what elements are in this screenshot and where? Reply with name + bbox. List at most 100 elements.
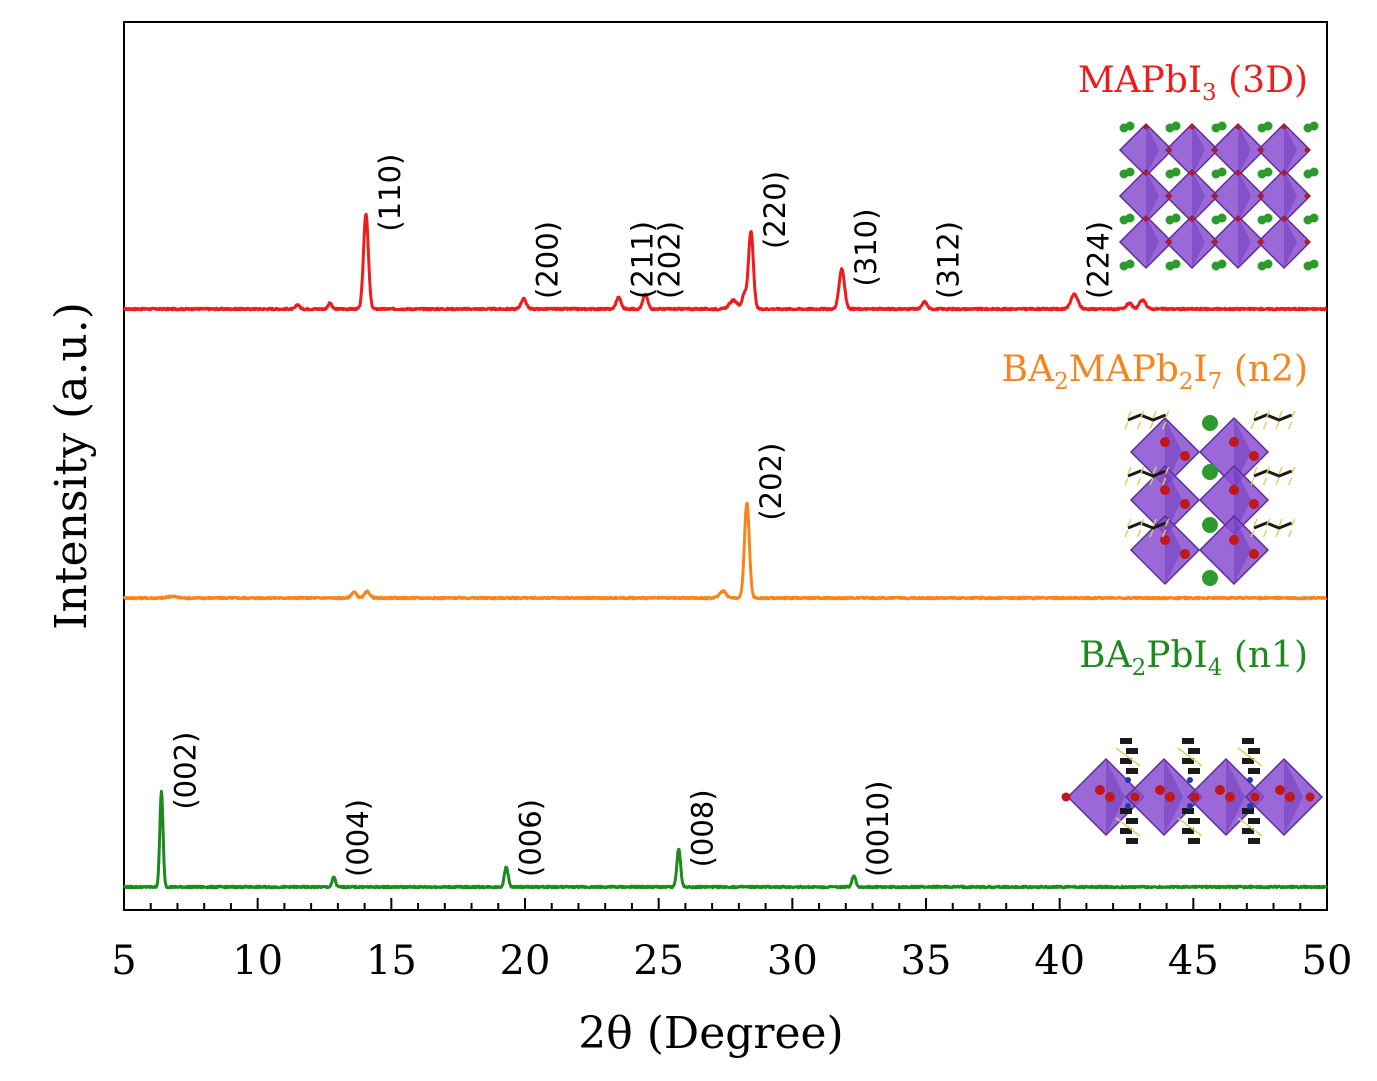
hydrogen-bond	[1177, 817, 1203, 837]
peak-label: (211)	[626, 221, 660, 299]
hydrogen-bond	[1250, 421, 1255, 430]
cation-atom	[1171, 259, 1181, 269]
hydrogen-bond	[1161, 529, 1167, 538]
organic-chain	[1248, 748, 1260, 754]
hydrogen-bond	[1262, 477, 1268, 486]
peak-label: (002)	[168, 732, 202, 810]
halide-atom	[1166, 147, 1172, 153]
hydrogen-bond	[1253, 518, 1258, 527]
organic-chain	[1120, 758, 1132, 764]
peak-label: (200)	[531, 221, 565, 299]
octahedron-shade	[1192, 124, 1205, 176]
hydrogen-bond	[1253, 410, 1258, 419]
cation-atom	[1125, 259, 1135, 269]
cation-atom	[1309, 213, 1319, 223]
hydrogen-bond	[1250, 477, 1255, 486]
organic-chain	[1188, 818, 1200, 824]
x-tick-label: 5	[111, 938, 136, 984]
hydrogen-bond	[1149, 477, 1154, 486]
organic-chain	[1242, 808, 1254, 814]
octahedron-shade	[1192, 170, 1205, 222]
halide-atom	[1258, 239, 1264, 245]
hydrogen-bond	[1136, 421, 1142, 430]
nitrogen-atom	[1125, 803, 1131, 809]
halide-atom	[1258, 193, 1264, 199]
cation-atom	[1217, 121, 1227, 131]
halide-atom	[1166, 193, 1172, 199]
hydrogen-bond	[1136, 477, 1142, 486]
halide-atom	[1304, 193, 1310, 199]
hydrogen-bond	[1287, 477, 1293, 486]
halide-atom	[1143, 216, 1149, 222]
hydrogen-bond	[1275, 529, 1280, 538]
label-subscript: 2	[1054, 369, 1069, 395]
halide-atom	[1235, 170, 1241, 176]
label-subscript: 4	[1208, 655, 1223, 681]
traces	[122, 212, 1328, 890]
x-axis: 5 10 15 20 25 30 35 40 45 50	[111, 898, 1352, 984]
octahedron-shade	[1226, 759, 1245, 835]
hydrogen-bond	[1115, 817, 1141, 837]
organic-chain	[1120, 738, 1132, 744]
peak-label: (004)	[341, 799, 375, 877]
halide-atom	[1180, 499, 1190, 509]
series-label: MAPbI3 (3D)	[1078, 60, 1308, 106]
halide-atom	[1165, 792, 1175, 802]
organic-chain	[1182, 758, 1194, 764]
hydrogen-bond	[1278, 410, 1283, 419]
peak-label: (006)	[513, 799, 547, 877]
halide-atom	[1304, 239, 1310, 245]
cation-atom	[1263, 167, 1273, 177]
series-label: BA2PbI4 (n1)	[1079, 635, 1308, 681]
halide-atom	[1130, 792, 1140, 802]
organic-chain	[1188, 748, 1200, 754]
halide-atom	[1180, 451, 1190, 461]
cation-atom	[1217, 167, 1227, 177]
octahedron-shade	[1234, 516, 1251, 584]
hydrogen-bond	[1177, 747, 1203, 767]
halide-atom	[1212, 147, 1218, 153]
x-tick-label: 15	[366, 938, 417, 984]
halide-atom	[1235, 124, 1241, 130]
label-text: MAPbI	[1078, 60, 1202, 101]
halide-atom	[1225, 792, 1235, 802]
octahedron	[1164, 214, 1220, 270]
halide-atom	[1190, 792, 1200, 802]
halide-atom	[1189, 216, 1195, 222]
cation-atom	[1263, 121, 1273, 131]
peak-annotations: (110)(200) (211)(202)(220) (310) (312) (224)…	[168, 154, 1115, 877]
octahedron-shade	[1238, 124, 1251, 176]
peak-label: (224)	[1081, 221, 1115, 299]
cation-atom	[1202, 517, 1218, 533]
octahedron-shade	[1165, 466, 1182, 534]
octahedron-shade	[1165, 418, 1182, 486]
peak-label: (202)	[652, 221, 686, 299]
series-line	[122, 789, 1328, 890]
cation-atom	[1309, 259, 1319, 269]
halide-atom	[1281, 124, 1287, 130]
hydrogen-bond	[1152, 466, 1157, 475]
label-text: MAPb	[1069, 349, 1179, 390]
hydrogen-bond	[1152, 410, 1157, 419]
organic-chain	[1242, 828, 1254, 834]
hydrogen-bond	[1139, 466, 1145, 475]
halide-atom	[1281, 170, 1287, 176]
label-text: PbI	[1146, 635, 1208, 676]
octahedron-shade	[1146, 170, 1159, 222]
halide-atom	[1160, 535, 1170, 545]
halide-atom	[1160, 437, 1170, 447]
organic-chain	[1126, 748, 1138, 754]
cation-atom	[1171, 167, 1181, 177]
octahedron-shade	[1165, 516, 1182, 584]
hydrogen-bond	[1161, 477, 1167, 486]
octahedron-shade	[1284, 216, 1297, 268]
organic-chain	[1126, 838, 1138, 844]
hydrogen-bond	[1124, 529, 1129, 538]
x-tick-label: 45	[1168, 938, 1219, 984]
x-tick-label: 25	[633, 938, 684, 984]
halide-atom	[1189, 170, 1195, 176]
hydrogen-bond	[1164, 518, 1170, 527]
organic-chain	[1127, 469, 1167, 478]
hydrogen-bond	[1262, 529, 1268, 538]
